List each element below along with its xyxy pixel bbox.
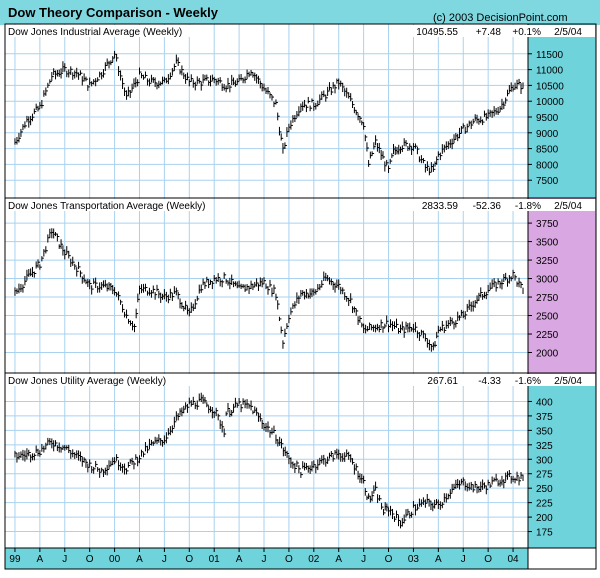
- stat-last: 267.61: [427, 376, 458, 387]
- y-tick-label: 10000: [536, 97, 564, 108]
- x-tick-label: A: [435, 554, 442, 565]
- x-tick-label: A: [335, 554, 342, 565]
- stat-date: 2/5/04: [554, 27, 582, 38]
- panel-title: Dow Jones Utility Average (Weekly): [8, 376, 166, 387]
- copyright: (c) 2003 DecisionPoint.com: [433, 12, 568, 24]
- y-tick-label: 2250: [536, 330, 559, 341]
- panel-3: 175 200 225 250 275 300 325 350 375 400 Dow Jones …: [4, 372, 597, 549]
- series-bars: [14, 50, 524, 176]
- y-tick-label: 375: [536, 412, 553, 423]
- stat-last: 10495.55: [416, 27, 458, 38]
- y-tick-label: 250: [536, 484, 553, 495]
- y-tick-label: 11500: [536, 50, 564, 61]
- plot-area: [5, 373, 528, 548]
- x-tick-label: 00: [109, 554, 121, 565]
- stats-bg: [405, 374, 595, 386]
- header-band: [0, 0, 600, 25]
- y-tick-label: 325: [536, 441, 553, 452]
- y-tick-label: 3500: [536, 238, 559, 249]
- x-tick-label: J: [262, 554, 267, 565]
- y-tick-label: 225: [536, 499, 553, 510]
- y-tick-label: 275: [536, 470, 553, 481]
- x-tick-label: 99: [9, 554, 21, 565]
- y-tick-label: 350: [536, 426, 553, 437]
- x-tick-label: J: [361, 554, 366, 565]
- x-tick-label: 04: [507, 554, 519, 565]
- stat-pct: +0.1%: [512, 27, 541, 38]
- y-tick-label: 175: [536, 528, 553, 539]
- y-tick-label: 2750: [536, 293, 559, 304]
- y-tick-label: 3250: [536, 256, 559, 267]
- y-tick-label: 200: [536, 513, 553, 524]
- x-tick-label: 03: [408, 554, 420, 565]
- x-tick-label: A: [236, 554, 243, 565]
- y-tick-label: 9000: [536, 129, 559, 140]
- panel-2: 2000 2250 2500 2750 3000 3250 3500 3750 Dow Jone…: [4, 197, 597, 374]
- x-tick-label: J: [62, 554, 67, 565]
- y-tick-label: 7500: [536, 176, 559, 187]
- stat-pct: -1.8%: [515, 201, 541, 212]
- x-tick-label: J: [461, 554, 466, 565]
- label-bg: [6, 199, 206, 211]
- x-axis: 99 A J O 00 A J O 01 A J O 02 A J O 03 A J O 04: [4, 547, 597, 570]
- stat-last: 2833.59: [422, 201, 459, 212]
- panel-title: Dow Jones Transportation Average (Weekly…: [8, 201, 206, 212]
- y-tick-label: 3750: [536, 219, 559, 230]
- series-bars: [14, 392, 524, 529]
- y-tick-label: 8000: [536, 160, 559, 171]
- x-tick-label: O: [285, 554, 293, 565]
- y-tick-label: 3000: [536, 275, 559, 286]
- x-axis-corner: [527, 547, 597, 570]
- stat-pct: -1.6%: [515, 376, 541, 387]
- y-tick-label: 2000: [536, 349, 559, 360]
- label-bg: [6, 374, 206, 386]
- panel-title: Dow Jones Industrial Average (Weekly): [8, 27, 182, 38]
- panels: 7500 8000 8500 9000 9500 10000 10500 11000 11500…: [4, 23, 597, 549]
- chart-title: Dow Theory Comparison - Weekly: [8, 5, 219, 20]
- plot-area: [5, 24, 528, 198]
- y-tick-label: 9500: [536, 113, 559, 124]
- x-tick-label: O: [185, 554, 193, 565]
- y-axis-strip: [528, 24, 596, 198]
- stat-date: 2/5/04: [554, 201, 582, 212]
- stats-bg: [405, 25, 595, 37]
- series-bars: [14, 228, 524, 352]
- x-tick-label: A: [37, 554, 44, 565]
- x-tick-label: J: [162, 554, 167, 565]
- x-tick-label: A: [136, 554, 143, 565]
- y-tick-label: 10500: [536, 81, 564, 92]
- y-tick-label: 8500: [536, 145, 559, 156]
- x-tick-label: 01: [209, 554, 221, 565]
- panel-1: 7500 8000 8500 9000 9500 10000 10500 11000 11500…: [4, 23, 597, 199]
- x-tick-label: 02: [308, 554, 320, 565]
- stats-bg: [405, 199, 595, 211]
- x-tick-label: O: [484, 554, 492, 565]
- y-tick-label: 2500: [536, 312, 559, 323]
- label-bg: [6, 25, 206, 37]
- stat-date: 2/5/04: [554, 376, 582, 387]
- x-tick-label: O: [385, 554, 393, 565]
- stat-change: -4.33: [478, 376, 501, 387]
- y-axis-strip: [528, 373, 596, 548]
- y-tick-label: 11000: [536, 66, 564, 77]
- y-tick-label: 400: [536, 397, 553, 408]
- y-axis-strip: [528, 198, 596, 373]
- stat-change: +7.48: [476, 27, 502, 38]
- stat-change: -52.36: [473, 201, 502, 212]
- x-tick-label: O: [86, 554, 94, 565]
- y-tick-label: 300: [536, 455, 553, 466]
